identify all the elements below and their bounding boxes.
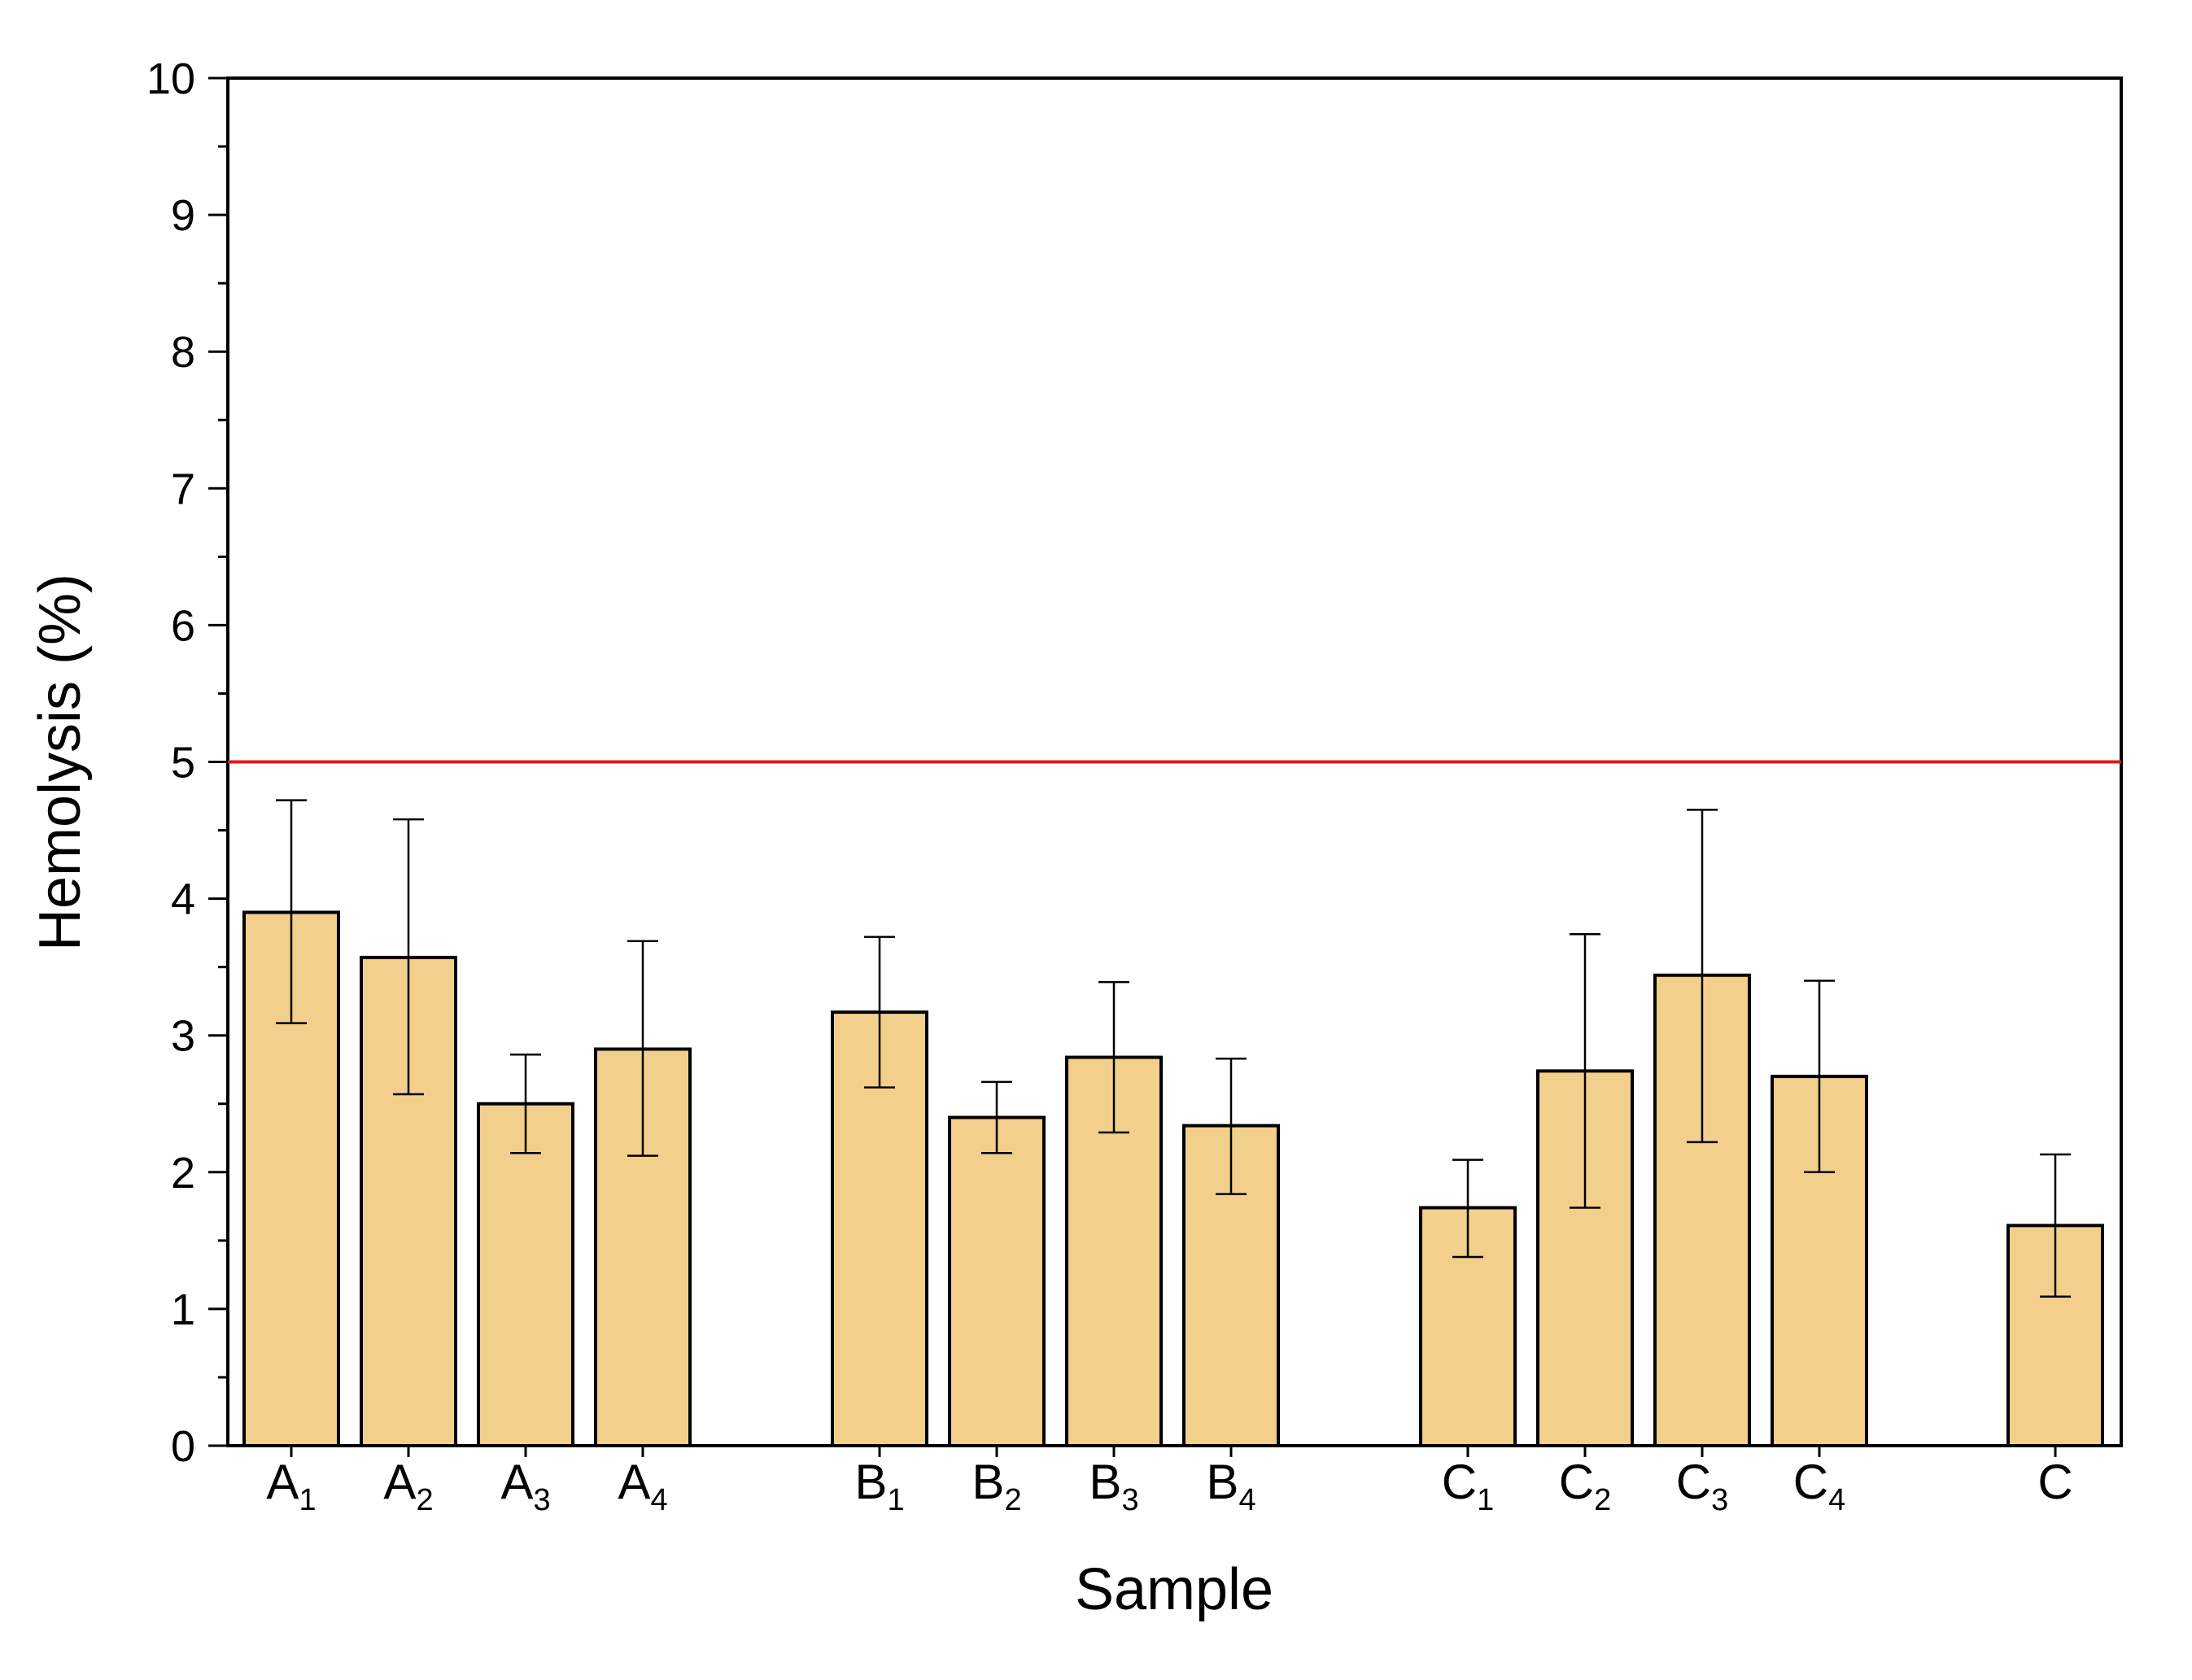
error-bar-b3 <box>1098 980 1129 1134</box>
x-tick-label-a4: A4 <box>618 1455 667 1517</box>
error-bar-c4 <box>1804 980 1835 1174</box>
bar-b2 <box>948 1115 1046 1448</box>
error-bar-b4 <box>1216 1058 1247 1195</box>
x-tick-label-b2: B2 <box>972 1455 1021 1517</box>
error-bar-a2 <box>393 818 424 1096</box>
y-tick-label: 0 <box>171 1422 195 1471</box>
error-bar-b1 <box>864 936 895 1089</box>
y-tick-label: 10 <box>146 55 195 103</box>
x-tick-label-c2: C2 <box>1559 1455 1611 1517</box>
y-axis-ticks: 0 1 2 3 4 5 6 7 8 9 10 <box>146 55 228 1471</box>
y-tick-label: 7 <box>171 465 195 513</box>
y-tick-label: 6 <box>171 601 195 650</box>
y-axis-title: Hemolysis (%) <box>28 574 93 951</box>
x-tick-label-a2: A2 <box>383 1455 433 1517</box>
x-tick-label-c: C <box>2037 1455 2072 1509</box>
error-bar-c <box>2040 1153 2071 1298</box>
y-tick-label: 5 <box>171 739 195 788</box>
x-tick-label-c3: C3 <box>1676 1455 1728 1517</box>
x-tick-label-a3: A3 <box>500 1455 550 1517</box>
error-bars-layer <box>276 799 2071 1298</box>
error-bar-c3 <box>1687 809 1718 1144</box>
x-tick-label-b4: B4 <box>1206 1455 1255 1517</box>
y-tick-label: 4 <box>171 875 195 924</box>
error-bar-b2 <box>981 1080 1012 1154</box>
x-tick-label-c1: C1 <box>1442 1455 1494 1517</box>
error-bar-a3 <box>510 1053 541 1154</box>
error-bar-c1 <box>1452 1159 1483 1259</box>
error-bar-c2 <box>1570 933 1600 1209</box>
y-tick-label: 3 <box>171 1012 195 1061</box>
error-bar-a1 <box>276 799 307 1024</box>
x-axis-title: Sample <box>1075 1557 1273 1622</box>
x-tick-label-b3: B3 <box>1089 1455 1138 1517</box>
y-tick-label: 9 <box>171 191 195 240</box>
y-tick-label: 1 <box>171 1285 195 1334</box>
y-tick-label: 2 <box>171 1149 195 1198</box>
y-tick-label: 8 <box>171 328 195 377</box>
x-axis-ticks: A1 A2 A3 A4 B1 B2 B3 B4 C1 C2 C3 C4 C <box>266 1446 2073 1517</box>
x-tick-label-a1: A1 <box>266 1455 316 1517</box>
error-bar-a4 <box>627 940 658 1157</box>
bar-a3 <box>477 1102 574 1447</box>
x-tick-label-c4: C4 <box>1793 1455 1845 1517</box>
x-tick-label-b1: B1 <box>854 1455 904 1517</box>
